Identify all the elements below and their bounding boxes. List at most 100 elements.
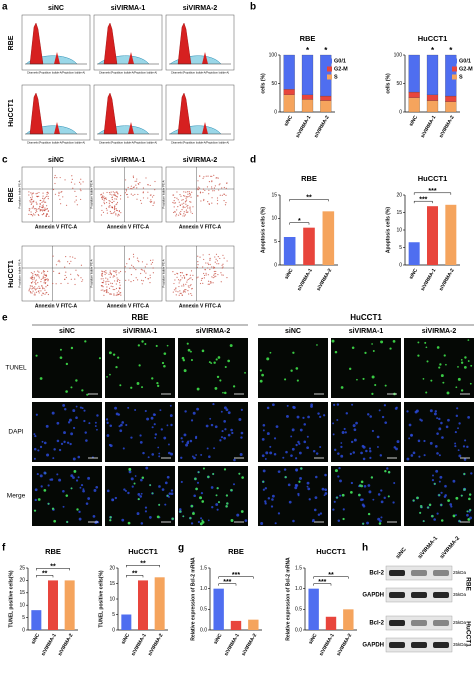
nucleus — [344, 431, 347, 434]
tunel-signal — [460, 389, 464, 392]
event-dot — [213, 274, 215, 276]
nucleus — [264, 500, 267, 503]
tunel-signal — [37, 498, 41, 501]
event-dot — [214, 185, 216, 187]
event-dot — [149, 277, 151, 279]
nucleus — [236, 513, 240, 517]
event-dot — [202, 266, 204, 268]
event-dot — [183, 290, 185, 293]
event-dot — [217, 256, 219, 258]
event-dot — [131, 188, 133, 190]
nucleus — [342, 508, 345, 511]
nucleus — [273, 437, 277, 440]
event-dot — [44, 209, 46, 211]
bar — [322, 211, 335, 265]
event-dot — [213, 187, 216, 189]
nucleus — [170, 423, 173, 427]
y-tick-label: 25 — [19, 565, 25, 571]
nucleus — [271, 403, 275, 407]
nucleus — [169, 414, 173, 417]
event-dot — [31, 288, 33, 290]
event-dot — [40, 290, 42, 292]
event-dot — [45, 215, 47, 217]
row-label: RBE — [8, 35, 15, 50]
legend-label: G0/1 — [334, 58, 346, 64]
event-dot — [177, 214, 180, 216]
nucleus — [195, 435, 198, 438]
event-dot — [152, 272, 154, 274]
event-dot — [116, 201, 119, 204]
tunel-signal — [426, 360, 429, 363]
nucleus — [285, 450, 288, 454]
event-dot — [43, 280, 45, 282]
nucleus — [274, 522, 277, 525]
bar-segment — [445, 95, 457, 102]
event-dot — [186, 274, 188, 276]
event-dot — [112, 270, 114, 272]
event-dot — [117, 294, 119, 296]
y-tick-label: 1.0 — [295, 586, 302, 592]
event-dot — [118, 287, 120, 289]
event-dot — [70, 181, 73, 183]
event-dot — [176, 197, 178, 199]
bar — [308, 588, 319, 630]
event-dot — [101, 285, 104, 287]
event-dot — [220, 281, 222, 283]
event-dot — [56, 177, 58, 179]
tunel-signal — [370, 476, 374, 479]
nucleus — [463, 458, 467, 461]
event-dot — [42, 275, 44, 277]
event-dot — [201, 277, 203, 280]
nucleus — [95, 485, 99, 489]
legend-label: S — [459, 74, 463, 80]
event-dot — [38, 275, 40, 277]
nucleus — [355, 421, 358, 425]
legend-swatch — [327, 66, 332, 72]
nucleus — [454, 442, 457, 445]
x-tick-label: siNC — [213, 632, 224, 645]
nucleus — [406, 410, 409, 413]
bar — [213, 588, 224, 630]
event-dot — [58, 272, 61, 274]
blot-band — [389, 642, 405, 648]
tunel-signal — [33, 509, 37, 512]
axis-caption: Propidium Iodide PE-A — [162, 180, 166, 208]
event-dot — [175, 288, 177, 290]
event-dot — [32, 274, 34, 276]
event-dot — [208, 193, 210, 195]
nucleus — [368, 490, 372, 494]
event-dot — [32, 281, 34, 283]
nucleus — [362, 457, 366, 461]
nucleus — [144, 409, 147, 413]
event-dot — [28, 210, 30, 212]
micrograph — [178, 338, 248, 398]
bar — [154, 577, 165, 630]
event-dot — [28, 290, 30, 292]
event-dot — [197, 186, 199, 188]
tunel-signal — [463, 488, 466, 491]
tunel-signal — [238, 472, 241, 475]
event-dot — [191, 287, 193, 290]
tunel-signal — [446, 391, 450, 395]
axis-caption: Propidium Iodide PE-A — [18, 180, 22, 208]
event-dot — [208, 189, 210, 191]
tunel-signal — [240, 510, 244, 513]
y-tick-label: 0 — [274, 109, 277, 115]
event-dot — [173, 289, 176, 291]
nucleus — [70, 474, 74, 478]
nucleus — [144, 510, 148, 513]
nucleus — [457, 449, 460, 452]
event-dot — [178, 294, 180, 296]
nucleus — [207, 519, 210, 522]
event-dot — [119, 198, 122, 200]
legend-label: G2-M — [459, 66, 473, 72]
event-dot — [221, 267, 223, 269]
nucleus — [45, 424, 49, 428]
bar — [248, 619, 259, 630]
nucleus — [455, 514, 457, 516]
event-dot — [225, 194, 227, 197]
event-dot — [128, 279, 130, 281]
tunel-signal — [241, 476, 244, 479]
y-tick-label: 10 — [271, 216, 277, 222]
event-dot — [43, 273, 45, 275]
